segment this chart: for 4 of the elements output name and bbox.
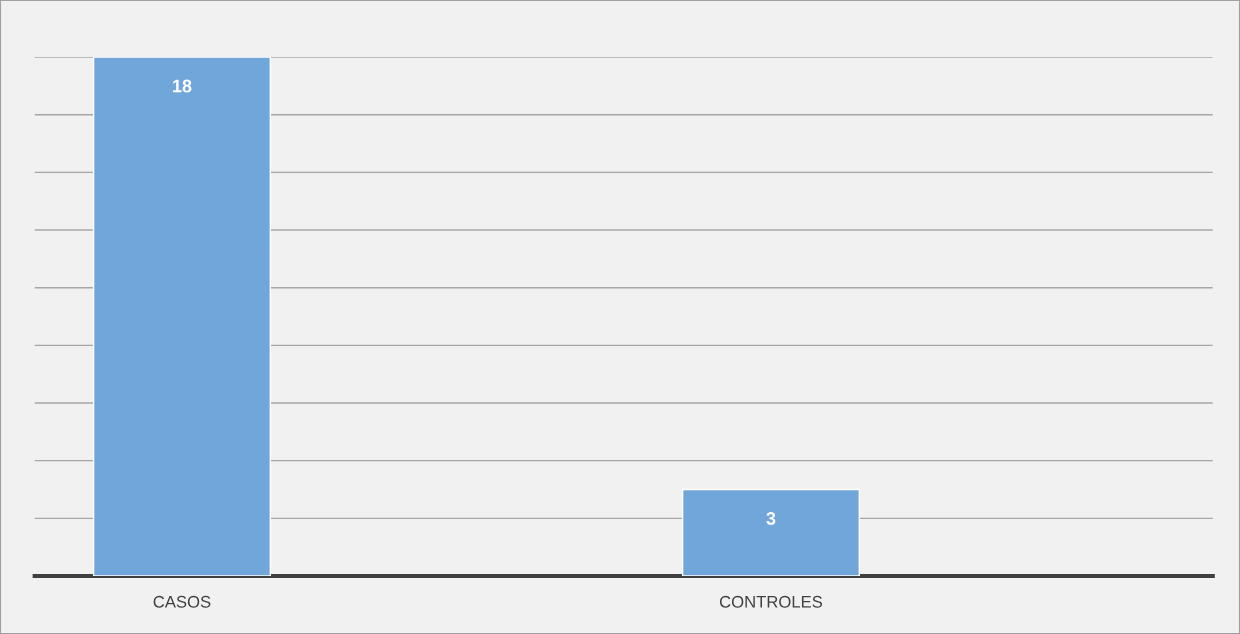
x-tick-label: CONTROLES	[719, 595, 823, 608]
data-label: 3	[766, 512, 776, 525]
x-tick-label: CASOS	[153, 595, 211, 608]
data-label: 18	[173, 79, 192, 93]
